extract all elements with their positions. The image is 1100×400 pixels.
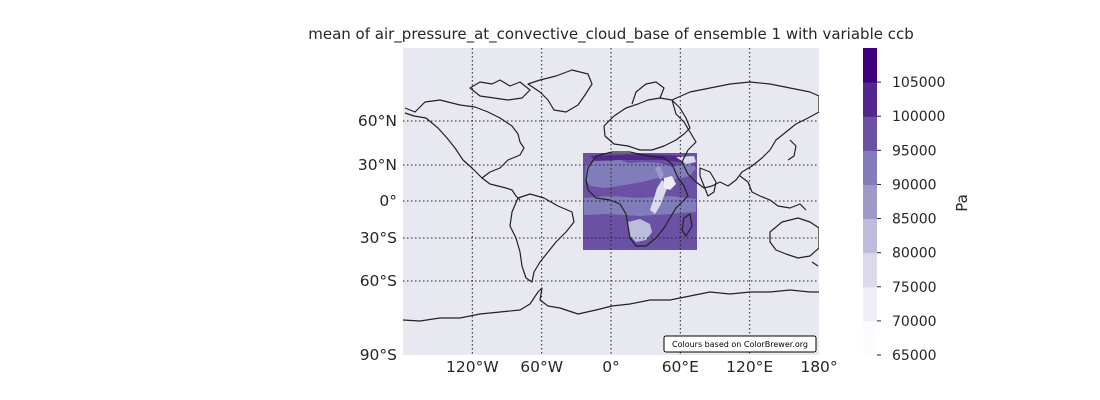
colorbar-segment <box>863 252 877 288</box>
colorbar-segment <box>863 48 877 83</box>
colorbar-segment <box>863 184 877 220</box>
colorbar-segment <box>863 218 877 254</box>
longitude-label: 60°E <box>662 358 699 376</box>
colorbar: 65000 70000 75000 80000 85000 90000 95000 10000… <box>863 48 971 364</box>
colorbar-label: 65000 <box>892 348 937 364</box>
colorbar-label: 80000 <box>892 246 937 262</box>
pressure-field-southern-africa <box>628 219 652 242</box>
attribution-box: Colours based on ColorBrewer.org <box>663 335 817 353</box>
latitude-label: 90°S <box>360 346 397 364</box>
coastline-new-zealand <box>811 261 819 267</box>
coastline-asia <box>671 81 819 189</box>
colorbar-label: 85000 <box>892 212 937 228</box>
pressure-field-sahara <box>585 158 696 188</box>
colorbar-segment <box>863 320 877 356</box>
colorbar-unit: Pa <box>953 194 971 212</box>
colorbar-label: 95000 <box>892 143 937 159</box>
latitude-label: 60°S <box>360 272 397 290</box>
coastline-scandinavia <box>631 81 665 105</box>
coastline-india <box>699 167 717 197</box>
colorbar-label: 70000 <box>892 314 937 330</box>
pressure-field-north-high <box>590 154 696 163</box>
coastline-africa <box>585 151 689 247</box>
map-title: mean of air_pressure_at_convective_cloud… <box>308 25 914 43</box>
pressure-field-north-east <box>676 156 696 164</box>
colorbar-label: 90000 <box>892 177 937 193</box>
colorbar-label: 105000 <box>892 75 945 91</box>
coastline-madagascar <box>681 213 693 237</box>
pressure-field-red-sea-strip <box>655 166 664 180</box>
latitude-labels: 60°N 30°N 0° 30°S 60°S 90°S <box>358 112 397 364</box>
coastline-europe <box>603 97 691 151</box>
longitude-label: 180° <box>800 358 837 376</box>
coastline-japan <box>787 139 797 161</box>
colorbar-segment <box>863 82 877 117</box>
colorbar-segment <box>863 286 877 322</box>
pressure-field-east-africa-highlands <box>650 180 668 214</box>
attribution-text: Colours based on ColorBrewer.org <box>672 340 808 349</box>
colorbar-segment <box>863 150 877 185</box>
coastline-arctic-islands <box>469 79 531 101</box>
longitude-label: 120°W <box>446 358 499 376</box>
latitude-label: 0° <box>379 192 397 210</box>
longitude-label: 0° <box>602 358 620 376</box>
coastline-central-america <box>481 177 521 201</box>
longitude-labels: 120°W 60°W 0° 60°E 120°E 180° <box>446 358 838 376</box>
coastline-greenland <box>527 69 593 113</box>
colorbar-label: 100000 <box>892 109 945 125</box>
colorbar-segment <box>863 116 877 151</box>
longitude-label: 120°E <box>726 358 773 376</box>
coastline-australia <box>769 217 819 259</box>
coastline-antarctica <box>403 287 819 322</box>
coastline-north-america <box>404 99 525 179</box>
pressure-field-ethiopia <box>664 176 676 190</box>
longitude-label: 60°W <box>520 358 563 376</box>
latitude-label: 30°N <box>358 156 397 174</box>
latitude-label: 30°S <box>360 229 397 247</box>
latitude-label: 60°N <box>358 112 397 130</box>
colorbar-label: 75000 <box>892 280 937 296</box>
gridlines <box>403 48 819 355</box>
